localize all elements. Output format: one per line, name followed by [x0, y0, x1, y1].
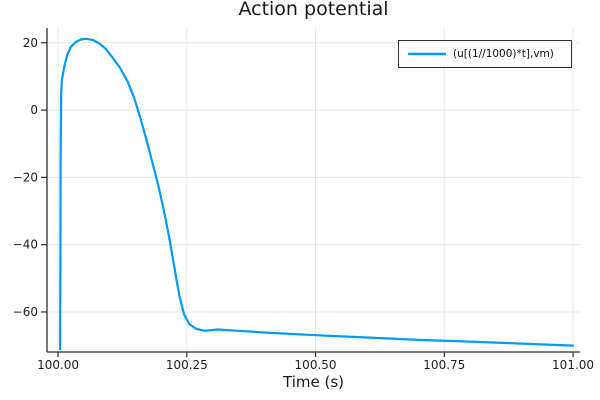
y-tick-label: −40 — [13, 238, 38, 252]
y-tick-label: 20 — [23, 36, 38, 50]
x-tick-label: 100.00 — [37, 358, 79, 372]
series-line — [59, 37, 575, 351]
legend-line-icon — [408, 52, 446, 56]
y-tick-label: 0 — [30, 103, 38, 117]
x-tick-label: 100.25 — [166, 358, 208, 372]
legend-label: (u[(1//1000)*t],vm) — [453, 48, 554, 60]
x-axis-label: Time (s) — [283, 373, 344, 391]
x-tick-label: 100.50 — [295, 358, 337, 372]
y-tick-label: −60 — [13, 305, 38, 319]
x-tick-label: 101.00 — [552, 358, 594, 372]
chart-title: Action potential — [238, 0, 389, 20]
x-tick-label: 100.75 — [423, 358, 465, 372]
legend: (u[(1//1000)*t],vm) — [398, 40, 572, 68]
y-tick-label: −20 — [13, 170, 38, 184]
